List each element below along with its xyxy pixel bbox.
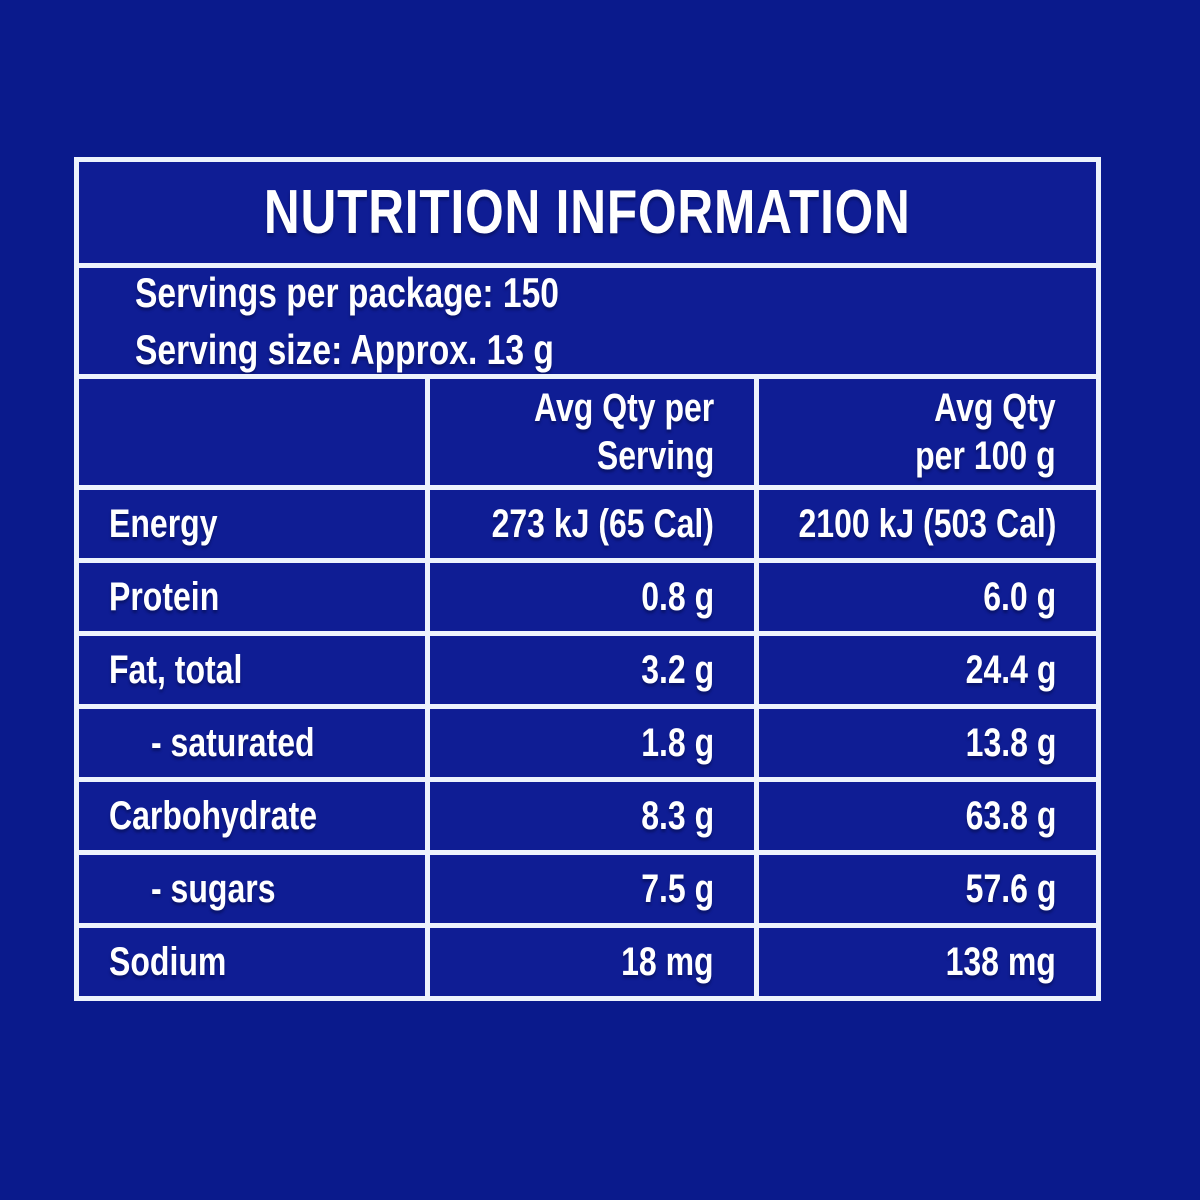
row-value-text: 18 mg bbox=[621, 939, 714, 984]
row-label-carbohydrate: Carbohydrate bbox=[79, 782, 425, 850]
row-label-text: Energy bbox=[109, 501, 218, 546]
row-value-text: 13.8 g bbox=[965, 720, 1056, 765]
row-label-fat-total: Fat, total bbox=[79, 636, 425, 704]
row-label-sodium: Sodium bbox=[79, 928, 425, 996]
row-label-protein: Protein bbox=[79, 563, 425, 631]
title-row: NUTRITION INFORMATION bbox=[79, 162, 1096, 263]
row-label-text: - sugars bbox=[151, 866, 276, 911]
row-label-text: Carbohydrate bbox=[109, 793, 318, 838]
serving-info-row: Servings per package: 150 Serving size: … bbox=[79, 268, 1096, 374]
row-value-fat-serving: 3.2 g bbox=[430, 636, 754, 704]
row-label-saturated: - saturated bbox=[79, 709, 425, 777]
row-value-text: 24.4 g bbox=[965, 647, 1056, 692]
nutrition-table: NUTRITION INFORMATION Servings per packa… bbox=[74, 157, 1101, 1001]
row-label-energy: Energy bbox=[79, 490, 425, 558]
row-value-protein-serving: 0.8 g bbox=[430, 563, 754, 631]
row-label-text: Fat, total bbox=[109, 647, 243, 692]
row-value-saturated-100g: 13.8 g bbox=[759, 709, 1096, 777]
row-label-sugars: - sugars bbox=[79, 855, 425, 923]
row-value-energy-serving: 273 kJ (65 Cal) bbox=[430, 490, 754, 558]
header-col2-text: Avg Qty per Serving bbox=[534, 384, 714, 480]
header-empty-cell bbox=[79, 379, 425, 485]
row-value-carbohydrate-100g: 63.8 g bbox=[759, 782, 1096, 850]
row-value-text: 2100 kJ (503 Cal) bbox=[798, 501, 1056, 546]
row-value-energy-100g: 2100 kJ (503 Cal) bbox=[759, 490, 1096, 558]
row-value-text: 3.2 g bbox=[641, 647, 714, 692]
page-title: NUTRITION INFORMATION bbox=[264, 178, 911, 247]
row-value-text: 7.5 g bbox=[641, 866, 714, 911]
header-col2-line1: Avg Qty per bbox=[533, 386, 714, 430]
header-col3-text: Avg Qty per 100 g bbox=[915, 384, 1056, 480]
row-value-carbohydrate-serving: 8.3 g bbox=[430, 782, 754, 850]
row-value-protein-100g: 6.0 g bbox=[759, 563, 1096, 631]
row-value-sugars-serving: 7.5 g bbox=[430, 855, 754, 923]
header-avg-qty-per-100g: Avg Qty per 100 g bbox=[759, 379, 1096, 485]
row-value-sodium-100g: 138 mg bbox=[759, 928, 1096, 996]
row-value-text: 1.8 g bbox=[641, 720, 714, 765]
header-avg-qty-per-serving: Avg Qty per Serving bbox=[430, 379, 754, 485]
row-label-text: - saturated bbox=[151, 720, 315, 765]
row-label-text: Sodium bbox=[109, 939, 227, 984]
servings-per-package-text: Servings per package: 150 bbox=[135, 269, 559, 316]
serving-size-text: Serving size: Approx. 13 g bbox=[135, 326, 554, 373]
row-value-saturated-serving: 1.8 g bbox=[430, 709, 754, 777]
header-col2-line2: Serving bbox=[596, 434, 714, 478]
row-value-sodium-serving: 18 mg bbox=[430, 928, 754, 996]
row-value-text: 0.8 g bbox=[641, 574, 714, 619]
row-value-text: 57.6 g bbox=[965, 866, 1056, 911]
row-value-text: 63.8 g bbox=[965, 793, 1056, 838]
row-label-text: Protein bbox=[109, 574, 220, 619]
row-value-text: 6.0 g bbox=[983, 574, 1056, 619]
row-value-text: 8.3 g bbox=[641, 793, 714, 838]
row-value-text: 138 mg bbox=[945, 939, 1056, 984]
row-value-fat-100g: 24.4 g bbox=[759, 636, 1096, 704]
row-value-sugars-100g: 57.6 g bbox=[759, 855, 1096, 923]
header-col3-line2: per 100 g bbox=[915, 434, 1056, 478]
header-col3-line1: Avg Qty bbox=[934, 386, 1057, 430]
row-value-text: 273 kJ (65 Cal) bbox=[491, 501, 714, 546]
